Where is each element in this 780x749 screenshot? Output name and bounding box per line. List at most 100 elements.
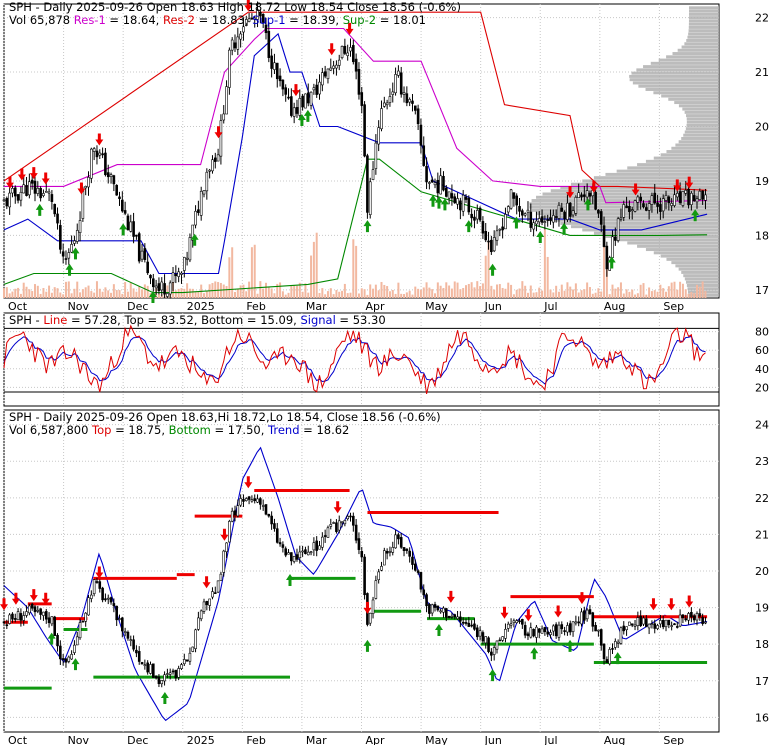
volume-bar [129, 282, 132, 298]
volume-bar [236, 289, 239, 298]
trend-candle-body [174, 669, 178, 679]
price-sell-arrow [291, 84, 300, 97]
price-candle-body [168, 282, 172, 295]
volume-bar [456, 282, 459, 298]
volume-profile-bar [688, 293, 719, 297]
volume-bar [515, 289, 518, 298]
trend-candle-body [608, 649, 611, 665]
volume-bar [600, 291, 603, 298]
trend-candle-body [416, 570, 420, 573]
price-x-tick-label: Nov [68, 300, 90, 313]
price-candle-body [453, 196, 457, 204]
price-buy-arrow [297, 114, 306, 126]
price-candle-body [47, 191, 51, 194]
volume-profile-bar [666, 150, 719, 154]
trend-candle-body [687, 613, 690, 621]
price-header-line2-part: Sup-2 [343, 13, 376, 27]
volume-bar [529, 285, 532, 298]
trend-candle-body [188, 652, 192, 662]
price-candle-body [84, 185, 87, 189]
trend-candle-body [98, 581, 102, 589]
volume-bar [526, 292, 529, 298]
trend-sell-arrow [220, 528, 229, 541]
price-candle-body [537, 218, 541, 223]
price-candle-body [152, 278, 155, 288]
volume-bar [645, 294, 648, 298]
price-candle-body [329, 67, 333, 71]
price-sell-arrow [631, 183, 640, 196]
price-header-line1-part: SPH - Daily 2025-09-26 Open 18.63 High 1… [9, 0, 461, 14]
volume-profile-bar [688, 12, 719, 16]
trend-candle-body [321, 536, 324, 548]
trend-candle-body [8, 614, 11, 624]
volume-bar [465, 285, 468, 298]
price-candle-body [340, 46, 344, 58]
volume-bar [377, 290, 380, 298]
trend-candle-body [588, 609, 592, 614]
trend-candle-body [478, 630, 482, 637]
volume-bar [19, 293, 22, 298]
price-header-line2-part: = 18.01 [376, 13, 426, 27]
trend-candle-body [250, 499, 254, 502]
trend-candle-body [383, 550, 386, 566]
price-candle-body [250, 17, 254, 20]
price-candle-body [383, 102, 386, 107]
price-candle-body [171, 272, 175, 283]
volume-bar [574, 283, 577, 298]
trend-buy-arrow [530, 647, 539, 660]
volume-profile-bar [629, 74, 719, 78]
price-candle-body [33, 180, 37, 194]
trend-candle-body [191, 646, 195, 652]
volume-bar [667, 286, 670, 298]
trend-candle-body [695, 613, 699, 621]
price-candle-body [690, 192, 693, 205]
price-candle-body [594, 192, 597, 210]
volume-bar [143, 284, 146, 298]
trend-candle-body [585, 609, 589, 620]
trend-candles [2, 494, 707, 688]
price-candle-body [399, 72, 403, 95]
trend-candle-body [84, 612, 87, 622]
trend-candle-body [104, 598, 107, 601]
trend-buy-arrow [363, 639, 372, 652]
trend-candle-body [242, 498, 245, 502]
volume-bar [250, 247, 253, 298]
trend-candle-body [368, 612, 372, 624]
price-candle-body [605, 245, 609, 270]
volume-bar [298, 282, 301, 298]
trend-candle-body [253, 498, 257, 501]
price-candle-body [39, 187, 42, 199]
price-buy-arrow [35, 203, 44, 216]
volume-bar [276, 283, 279, 298]
volume-profile-bar [688, 19, 719, 23]
volume-bar [321, 288, 324, 298]
volume-profile-bar [685, 127, 719, 131]
price-candle-body [216, 154, 220, 162]
trend-y-tick-label: 16 [755, 711, 769, 724]
trend-candle-body [577, 621, 580, 624]
trend-x-tick-label: Aug [604, 734, 625, 745]
stoch-header: SPH - Line = 57.28, Top = 83.52, Bottom … [9, 313, 386, 327]
price-candle-body [647, 203, 651, 211]
trend-candle-body [228, 521, 231, 543]
volume-profile-bar [653, 91, 719, 95]
trend-candle-body [64, 658, 68, 663]
trend-candle-body [591, 612, 595, 627]
volume-bar [42, 288, 45, 298]
price-x-tick-label: Aug [604, 300, 625, 313]
price-candle-body [678, 191, 682, 204]
volume-profile-bar [678, 104, 719, 108]
volume-profile-bar [658, 58, 719, 62]
trend-candle-body [490, 651, 493, 656]
trend-candle-body [678, 614, 682, 627]
volume-bar [110, 292, 113, 298]
price-candle-body [211, 159, 214, 172]
price-candle-body [337, 59, 341, 66]
price-candle-body [456, 198, 459, 205]
volume-profile-bar [684, 42, 719, 46]
price-header-line2: Vol 65,878 Res-1 = 18.64, Res-2 = 18.83,… [9, 13, 426, 27]
trend-candle-body [233, 510, 237, 516]
trend-candle-body [532, 628, 535, 637]
price-candle-body [574, 197, 578, 214]
volume-bar [338, 291, 341, 298]
